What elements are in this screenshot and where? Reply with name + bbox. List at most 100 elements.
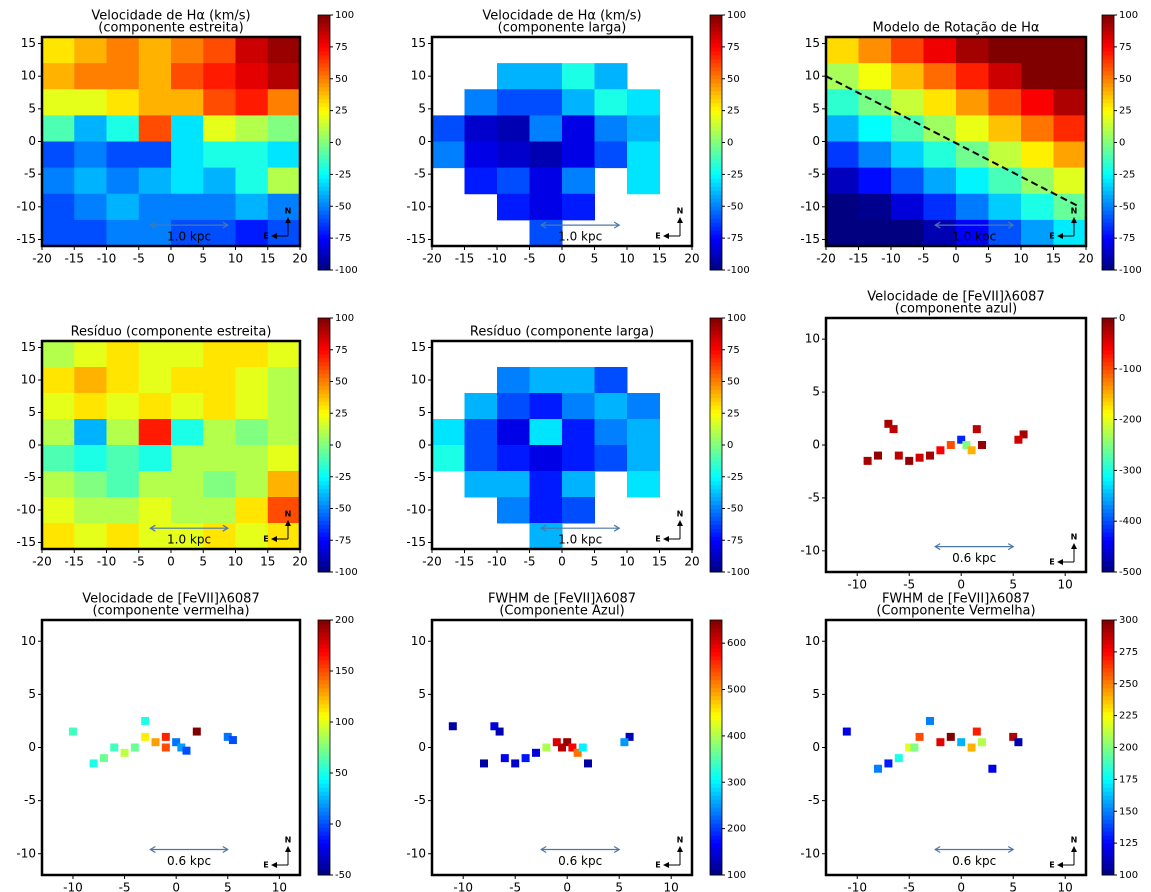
- colorbar-step: [710, 484, 722, 490]
- colorbar-step: [710, 198, 722, 203]
- colorbar-tick-label: 25: [727, 408, 740, 419]
- map-cell: [106, 89, 140, 116]
- colorbar-tick-label: -75: [1119, 233, 1135, 244]
- colorbar-step: [318, 86, 330, 92]
- colorbar-step: [1102, 86, 1114, 92]
- colorbar-step: [710, 254, 722, 259]
- colorbar-step: [1102, 425, 1114, 430]
- colorbar-step: [1102, 520, 1114, 525]
- colorbar-step: [1102, 266, 1114, 271]
- colorbar-step: [318, 82, 330, 88]
- map-cell: [923, 167, 957, 195]
- colorbar-step: [318, 182, 330, 187]
- colorbar-step: [318, 397, 330, 402]
- y-tick-label: -5: [808, 793, 820, 807]
- colorbar-step: [710, 349, 722, 355]
- colorbar-step: [710, 377, 722, 382]
- pixel: [957, 435, 966, 444]
- colorbar-step: [710, 835, 722, 840]
- pixel: [89, 759, 98, 768]
- colorbar-step: [710, 687, 722, 693]
- map-cell: [627, 141, 660, 169]
- colorbar-step: [710, 421, 722, 426]
- colorbar-step: [710, 620, 722, 625]
- colorbar-step: [710, 262, 722, 267]
- colorbar-step: [710, 548, 722, 553]
- colorbar-step: [1102, 500, 1114, 506]
- y-tick-label: 0: [812, 134, 820, 148]
- colorbar-step: [318, 318, 330, 323]
- colorbar-step: [318, 643, 330, 649]
- colorbar-step: [710, 727, 722, 733]
- map-cell: [74, 167, 107, 195]
- map-cell: [562, 63, 595, 90]
- map-cell: [138, 393, 172, 420]
- panel-title: FWHM de [FeVII]λ6087: [882, 592, 1030, 607]
- y-tick-label: 5: [812, 687, 820, 701]
- x-tick-label: 10: [228, 252, 243, 266]
- colorbar-step: [710, 361, 722, 367]
- map-cell: [1053, 89, 1087, 116]
- x-tick-label: 15: [260, 555, 275, 569]
- scale-bar-heads: [934, 221, 1015, 229]
- map-cell: [464, 419, 498, 446]
- scale-bar-heads: [540, 845, 621, 854]
- colorbar-step: [710, 791, 722, 796]
- colorbar-step: [1102, 763, 1114, 768]
- colorbar-step: [318, 699, 330, 705]
- colorbar-tick-label: -75: [335, 535, 351, 546]
- colorbar-tick-label: -50: [727, 504, 743, 515]
- colorbar-step: [318, 787, 330, 792]
- colorbar-step: [318, 341, 330, 347]
- pixel: [889, 425, 898, 434]
- colorbar-step: [710, 795, 722, 800]
- pixel: [936, 738, 945, 747]
- colorbar-step: [710, 238, 722, 243]
- colorbar-step: [1102, 871, 1114, 876]
- map-cell: [267, 141, 301, 169]
- x-tick-label: -15: [455, 555, 475, 569]
- colorbar-step: [710, 54, 722, 60]
- colorbar-step: [710, 831, 722, 836]
- colorbar-step: [318, 425, 330, 430]
- map-cell: [235, 89, 269, 116]
- colorbar-step: [710, 691, 722, 697]
- colorbar-step: [710, 504, 722, 509]
- scale-bar-label: 1.0 kpc: [558, 230, 602, 244]
- colorbar-frame: [317, 619, 331, 876]
- map-cell: [497, 393, 530, 420]
- map-cell: [891, 193, 924, 221]
- map-cell: [74, 419, 107, 446]
- map-cell: [203, 471, 236, 498]
- colorbar-step: [318, 26, 330, 32]
- colorbar-step: [1102, 647, 1114, 653]
- map-cell: [562, 497, 595, 524]
- map-cell: [74, 393, 107, 420]
- pixel: [978, 441, 986, 449]
- colorbar-step: [318, 186, 330, 191]
- colorbar-tick-label: 200: [335, 615, 354, 626]
- x-tick-label: -15: [64, 555, 84, 569]
- map-cell: [562, 89, 595, 116]
- colorbar-tick-label: -25: [727, 169, 743, 180]
- pixel: [1019, 430, 1028, 439]
- colorbar-step: [1102, 867, 1114, 872]
- map-cell: [203, 445, 236, 472]
- colorbar-step: [318, 146, 330, 151]
- colorbar-step: [318, 815, 330, 820]
- x-tick-label: 5: [591, 555, 599, 569]
- y-tick-label: 0: [28, 438, 36, 452]
- colorbar-tick-label: 100: [727, 313, 746, 324]
- x-tick-label: -10: [847, 881, 867, 892]
- pixel: [521, 754, 530, 763]
- colorbar-step: [710, 218, 722, 223]
- scale-bar-label: 1.0 kpc: [558, 533, 602, 547]
- map-cell: [529, 445, 563, 472]
- scale-bar-label: 0.6 kpc: [167, 854, 211, 868]
- colorbar-step: [318, 158, 330, 163]
- colorbar-step: [1102, 827, 1114, 832]
- colorbar-step: [318, 520, 330, 525]
- colorbar-step: [710, 401, 722, 406]
- colorbar-step: [710, 655, 722, 661]
- colorbar-step: [318, 735, 330, 741]
